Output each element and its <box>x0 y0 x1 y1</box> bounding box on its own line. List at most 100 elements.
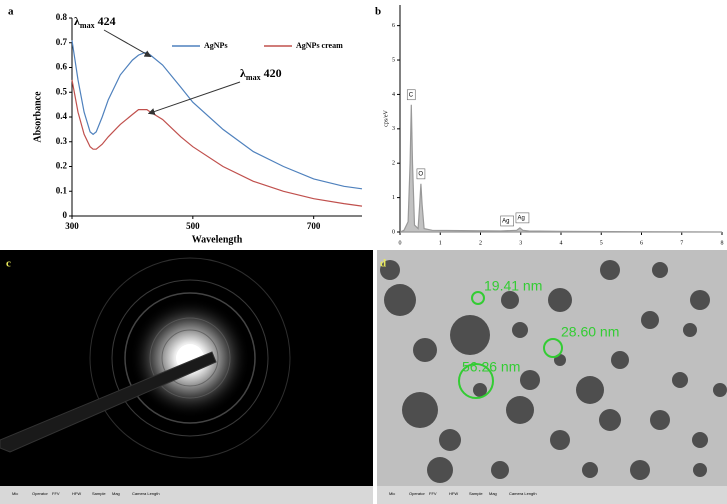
info-label: Sample <box>469 491 483 496</box>
y-tick-label: 0 <box>63 210 68 220</box>
y-axis-label: cps/eV <box>383 110 389 127</box>
nanoparticle <box>439 429 461 451</box>
series-line <box>399 104 723 233</box>
nanoparticle <box>413 338 437 362</box>
info-label: Sample <box>92 491 106 496</box>
nanoparticle <box>491 461 509 479</box>
y-tick-label: 0 <box>392 229 395 235</box>
nanoparticle <box>672 372 688 388</box>
annotation-subscript: max <box>80 21 95 30</box>
panel-label: a <box>8 6 14 18</box>
series-line <box>71 79 363 207</box>
nanoparticle <box>650 410 670 430</box>
x-tick-label: 0 <box>399 240 402 246</box>
info-label: Operator <box>409 491 425 496</box>
nanoparticle <box>582 462 598 478</box>
info-bar <box>0 486 373 504</box>
ring <box>124 292 256 424</box>
nanoparticle <box>450 315 490 355</box>
info-label: Mic <box>12 491 18 496</box>
annotation: λmax 424 <box>74 14 116 30</box>
x-tick-label: 7 <box>680 240 683 246</box>
x-tick-label: 5 <box>600 240 603 246</box>
y-tick-label: 0.7 <box>56 37 68 47</box>
panel-label: b <box>375 6 381 18</box>
peak-label-box <box>515 212 530 224</box>
y-tick-label: 0.4 <box>56 111 68 121</box>
ring <box>111 279 269 437</box>
legend-label: AgNPs cream <box>296 41 343 50</box>
peak-label: O <box>418 171 423 177</box>
annotation-symbol: λ <box>240 66 246 80</box>
ring <box>161 329 219 387</box>
nanoparticle <box>501 291 519 309</box>
nanoparticle <box>512 322 528 338</box>
x-tick-label: 1 <box>439 240 442 246</box>
nanoparticle <box>473 383 487 397</box>
nanoparticle <box>713 383 727 397</box>
panel-label: c <box>6 258 11 270</box>
ring <box>89 257 291 459</box>
measurement-label: 56.26 nm <box>462 359 520 375</box>
annotation-subscript: max <box>246 73 261 82</box>
info-bar <box>377 486 727 504</box>
peak-label-box <box>416 168 426 180</box>
info-label: Mic <box>389 491 395 496</box>
annotation-text: 420 <box>264 66 282 80</box>
nanoparticle <box>683 323 697 337</box>
tem-panel <box>377 250 727 504</box>
info-label: Camera Length <box>509 491 537 496</box>
x-tick-label: 3 <box>519 240 522 246</box>
y-tick-label: 0.5 <box>56 86 68 96</box>
nanoparticle <box>611 351 629 369</box>
annotation-arrow <box>103 29 152 58</box>
panel-label: d <box>380 258 386 270</box>
y-tick-label: 5 <box>392 57 395 63</box>
nanoparticle <box>630 460 650 480</box>
nanoparticle <box>548 288 572 312</box>
nanoparticle <box>599 409 621 431</box>
x-tick-label: 700 <box>307 221 321 231</box>
y-tick-label: 0.2 <box>56 161 68 171</box>
info-label: FFV <box>429 491 437 496</box>
annotation: λmax 420 <box>240 66 282 82</box>
x-tick-label: 8 <box>721 240 724 246</box>
ring <box>149 317 231 399</box>
nanoparticle <box>641 311 659 329</box>
x-axis-label: Wavelength <box>192 234 243 245</box>
annotation-text: 424 <box>98 14 116 28</box>
peak-label-box <box>500 215 514 227</box>
measurement-label: 19.41 nm <box>484 278 542 294</box>
nanoparticle <box>692 432 708 448</box>
info-label: Mag <box>489 491 497 496</box>
y-tick-label: 0.8 <box>56 12 68 22</box>
y-tick-label: 1 <box>392 195 395 201</box>
measurement-circle <box>471 291 485 305</box>
x-tick-label: 4 <box>560 240 563 246</box>
info-label: HFW <box>72 491 81 496</box>
nanoparticle <box>652 262 668 278</box>
nanoparticle <box>427 457 453 483</box>
measurement-circle <box>543 338 563 358</box>
info-label: Camera Length <box>132 491 160 496</box>
measurement-circle <box>458 363 494 399</box>
y-tick-label: 3 <box>392 126 395 132</box>
y-tick-label: 2 <box>392 161 395 167</box>
measurement-label: 28.60 nm <box>561 324 619 340</box>
x-tick-label: 2 <box>479 240 482 246</box>
nanoparticle <box>384 284 416 316</box>
info-label: Operator <box>32 491 48 496</box>
beam-stop <box>0 351 217 453</box>
nanoparticle <box>576 376 604 404</box>
x-tick-label: 6 <box>640 240 643 246</box>
annotation-symbol: λ <box>74 14 80 28</box>
peak-label: Ag <box>502 219 509 225</box>
y-tick-label: 0.1 <box>56 185 68 195</box>
nanoparticle <box>506 396 534 424</box>
y-tick-label: 0.3 <box>56 136 68 146</box>
saed-panel <box>0 250 373 504</box>
nanoparticle <box>520 370 540 390</box>
x-tick-label: 500 <box>186 221 200 231</box>
info-label: FFV <box>52 491 60 496</box>
